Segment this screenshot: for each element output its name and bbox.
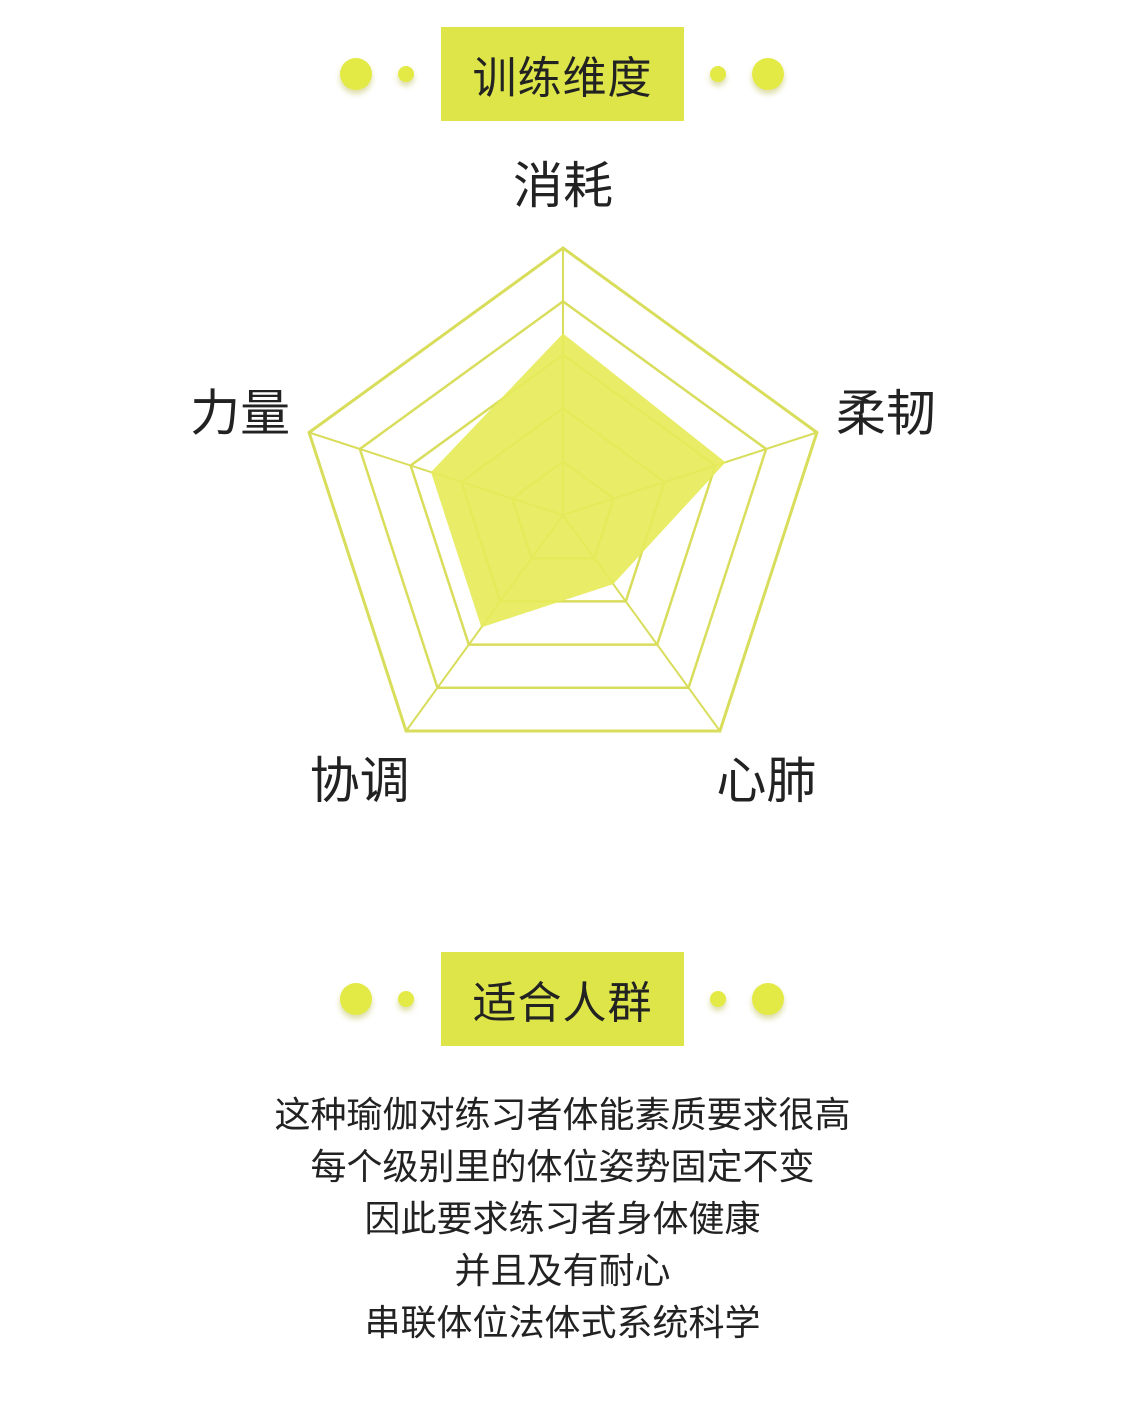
radar-grid-ring: [307, 246, 819, 733]
decor-dot-icon: [398, 991, 414, 1007]
decor-dot-icon: [398, 66, 414, 82]
radar-axis-label: 消耗: [513, 157, 613, 215]
decor-dot-icon: [752, 983, 784, 1015]
decor-dot-icon: [340, 983, 372, 1015]
radar-axis-label: 力量: [190, 384, 290, 442]
radar-axis-label: 心肺: [716, 752, 816, 810]
radar-data-area: [430, 333, 726, 628]
decor-dot-icon: [752, 58, 784, 90]
radar-axis-label: 协调: [310, 752, 410, 810]
section-title-audience: 适合人群: [441, 952, 684, 1046]
radar-axis-label: 柔韧: [836, 384, 936, 442]
section-header-training: 训练维度: [0, 27, 1125, 121]
section-header-audience: 适合人群: [0, 952, 1125, 1046]
decor-dot-icon: [710, 991, 726, 1007]
description-line: 串联体位法体式系统科学: [364, 1303, 761, 1344]
description-line: 并且及有耐心: [454, 1251, 671, 1292]
section-title-training: 训练维度: [441, 27, 684, 121]
description-line: 因此要求练习者身体健康: [364, 1199, 761, 1240]
audience-description: 这种瑜伽对练习者体能素质要求很高 每个级别里的体位姿势固定不变 因此要求练习者身…: [0, 1090, 1125, 1350]
decor-dot-icon: [340, 58, 372, 90]
decor-dot-icon: [710, 66, 726, 82]
description-line: 这种瑜伽对练习者体能素质要求很高: [274, 1095, 851, 1136]
radar-grid-ring: [358, 299, 768, 690]
description-line: 每个级别里的体位姿势固定不变: [310, 1147, 815, 1188]
